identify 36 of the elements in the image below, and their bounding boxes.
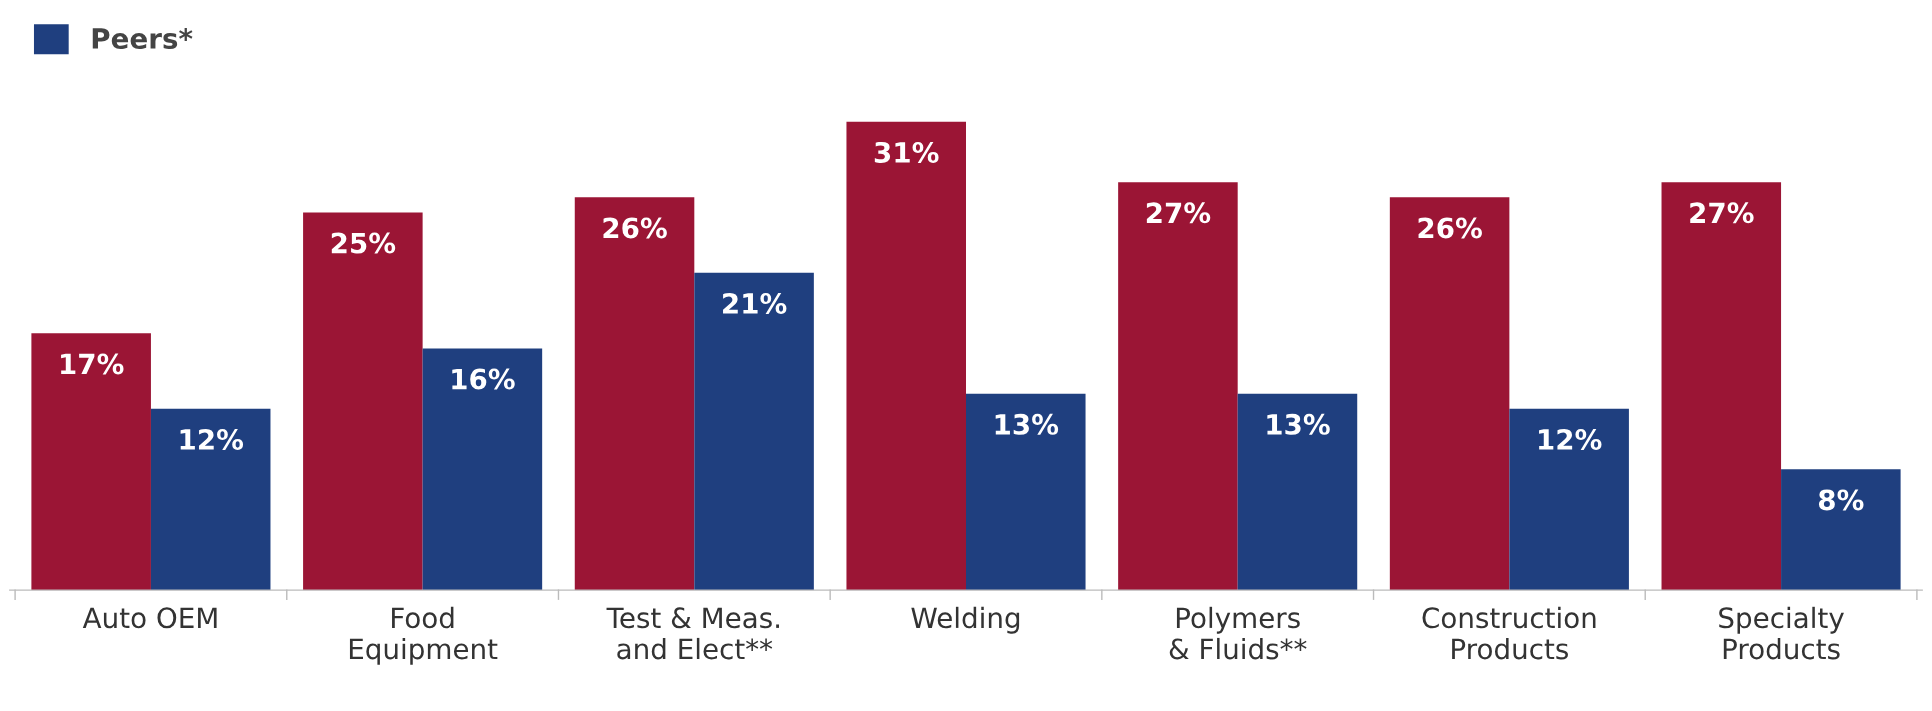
x-tick-label: Polymers & Fluids**: [1169, 606, 1307, 660]
data-label: 27%: [1146, 202, 1211, 224]
bar: [1661, 182, 1782, 591]
x-tick-label: Food Equipment: [349, 606, 498, 665]
data-label: 12%: [180, 428, 244, 450]
x-tick-label: Test & Meas. and Elect**: [606, 607, 780, 660]
data-label: 16%: [452, 368, 515, 390]
bar: [1781, 469, 1901, 591]
bar: [422, 348, 543, 591]
bar: [966, 393, 1086, 591]
data-label: 12%: [1539, 428, 1602, 450]
data-label: 26%: [1418, 217, 1482, 239]
bar: [31, 333, 151, 591]
data-label: 21%: [723, 292, 787, 314]
x-tick-label: Specialty Products: [1719, 606, 1844, 660]
x-tick-label: Auto OEM: [82, 607, 217, 629]
legend-label: Peers*: [92, 27, 193, 50]
x-tick-label: Construction Products: [1422, 606, 1596, 660]
data-label: 13%: [1267, 413, 1330, 435]
x-tick-label: Welding: [911, 606, 1020, 634]
bar: [574, 197, 695, 591]
bar: [846, 121, 966, 591]
bar: [1237, 393, 1358, 591]
data-label: 25%: [331, 232, 396, 254]
data-label: 17%: [61, 353, 124, 375]
bar: [694, 272, 814, 591]
data-label: 8%: [1818, 489, 1864, 511]
data-label: 27%: [1690, 202, 1754, 224]
bar: [150, 408, 271, 591]
bar: [1509, 408, 1629, 591]
data-label: 26%: [603, 217, 667, 239]
bar: [1118, 182, 1238, 591]
bar: [303, 212, 423, 591]
data-label: 31%: [874, 141, 939, 163]
bar: [1389, 197, 1510, 591]
data-label: 13%: [995, 413, 1059, 435]
